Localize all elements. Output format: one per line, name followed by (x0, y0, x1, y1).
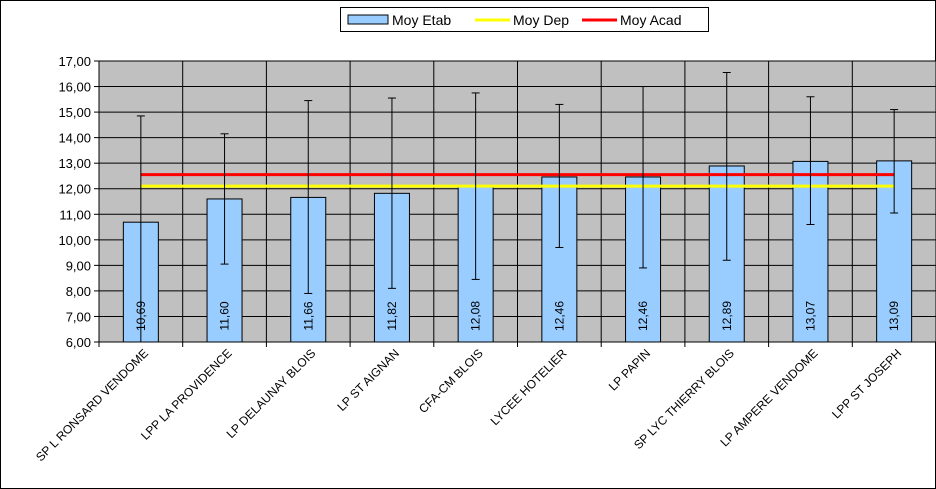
legend-label: Moy Etab (392, 12, 451, 28)
data-label: 10,69 (134, 301, 148, 331)
y-tick-label: 15,00 (58, 105, 91, 120)
y-tick-label: 14,00 (58, 131, 91, 146)
data-label: 13,07 (803, 301, 817, 331)
data-label: 11,60 (218, 301, 232, 330)
y-tick-label: 13,00 (58, 156, 91, 171)
data-label: 13,09 (887, 301, 901, 331)
legend-swatch (347, 14, 389, 25)
legend-label: Moy Acad (620, 12, 681, 28)
data-label: 12,89 (720, 301, 734, 331)
legend-label: Moy Dep (513, 12, 569, 28)
data-label: 11,66 (301, 301, 315, 330)
y-tick-label: 11,00 (59, 207, 91, 222)
legend-box (340, 7, 709, 32)
y-tick-label: 7,00 (66, 309, 91, 324)
data-label: 12,46 (636, 301, 650, 331)
y-tick-label: 6,00 (66, 335, 91, 350)
y-tick-label: 12,00 (58, 182, 91, 197)
y-tick-label: 9,00 (66, 258, 91, 273)
y-tick-label: 10,00 (58, 233, 91, 248)
y-tick-label: 16,00 (58, 80, 91, 95)
y-tick-label: 17,00 (58, 54, 91, 69)
y-tick-label: 8,00 (66, 284, 91, 299)
data-label: 12,46 (552, 301, 566, 331)
data-label: 11,82 (385, 301, 399, 330)
data-label: 12,08 (469, 301, 483, 331)
